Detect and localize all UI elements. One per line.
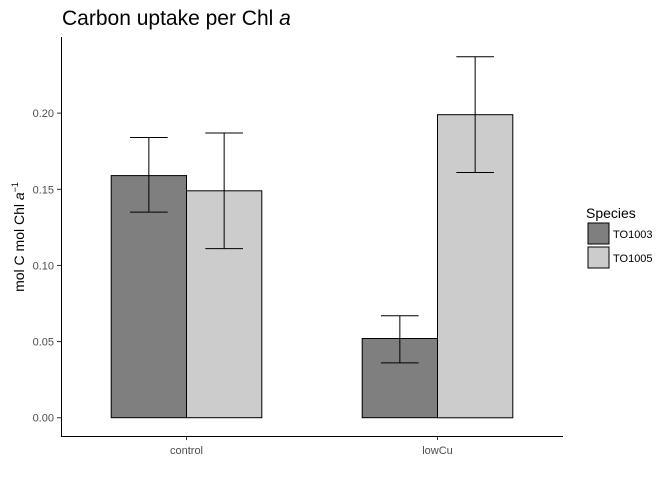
y-axis-title: mol C mol Chl a−1 [10, 182, 27, 292]
y-tick-label-0.05: 0.05 [33, 337, 54, 349]
legend-label-TO1005: TO1005 [613, 253, 653, 265]
error-bars-layer [130, 56, 494, 364]
x-tick-label-lowCu: lowCu [422, 445, 453, 457]
bar-TO1003-control [110, 175, 187, 419]
legend-label-TO1003: TO1003 [613, 229, 653, 241]
y-axis-ticks: 0.00 0.05 0.10 0.15 0.20 [33, 108, 61, 425]
y-tick-label-0.15: 0.15 [33, 184, 54, 196]
legend-swatch-TO1005 [587, 246, 610, 269]
x-axis-ticks: control lowCu [170, 436, 453, 457]
legend: Species TO1003 TO1005 [586, 205, 653, 269]
legend-title: Species [586, 205, 636, 221]
legend-swatch-TO1003 [587, 222, 610, 245]
y-tick-label-0.10: 0.10 [33, 260, 54, 272]
y-tick-label-0.00: 0.00 [33, 413, 54, 425]
y-tick-label-0.20: 0.20 [33, 108, 54, 120]
chart-title: Carbon uptake per Chl a [62, 7, 291, 30]
x-tick-label-control: control [170, 445, 203, 457]
bars-layer [110, 114, 514, 419]
